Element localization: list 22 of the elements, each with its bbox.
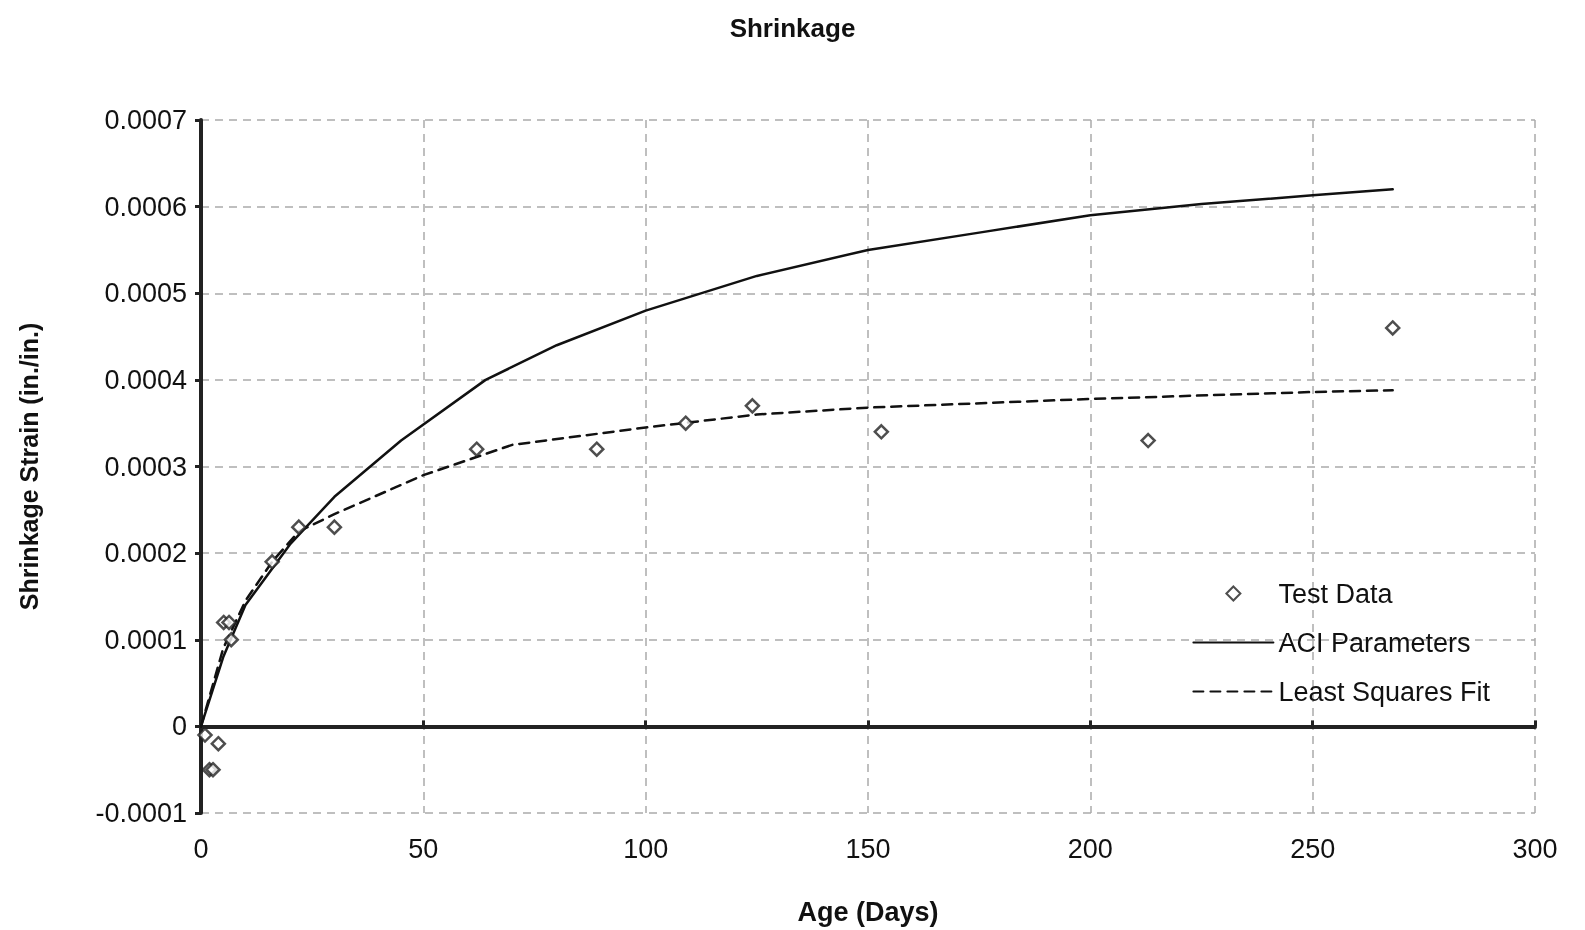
y-tick-label: -0.0001 xyxy=(95,798,187,828)
x-tick-label: 300 xyxy=(1512,833,1558,864)
y-tick-label: 0.0001 xyxy=(104,624,187,655)
y-tick-label: 0 xyxy=(171,711,187,742)
y-tick-label: 0.0005 xyxy=(104,278,187,309)
y-tick-label: 0.0006 xyxy=(104,191,187,222)
legend-label: Test Data xyxy=(1278,578,1394,609)
x-tick-label: 0 xyxy=(193,833,209,864)
y-tick-label: 0.0007 xyxy=(104,105,187,135)
x-tick-label: 200 xyxy=(1067,833,1113,864)
x-tick-label: 250 xyxy=(1290,833,1336,864)
y-tick-label: 0.0003 xyxy=(104,451,187,482)
chart-title: Shrinkage xyxy=(729,13,856,43)
legend-label: Least Squares Fit xyxy=(1278,676,1491,707)
y-axis-title: Shrinkage Strain (in./in.) xyxy=(14,322,43,611)
y-tick-label: 0.0004 xyxy=(104,364,187,395)
legend-label: ACI Parameters xyxy=(1278,627,1471,658)
x-axis-title: Age (Days) xyxy=(797,896,939,927)
x-tick-label: 150 xyxy=(845,833,891,864)
x-tick-label: 100 xyxy=(623,833,669,864)
x-tick-label: 50 xyxy=(408,833,439,864)
y-tick-label: 0.0002 xyxy=(104,538,187,569)
